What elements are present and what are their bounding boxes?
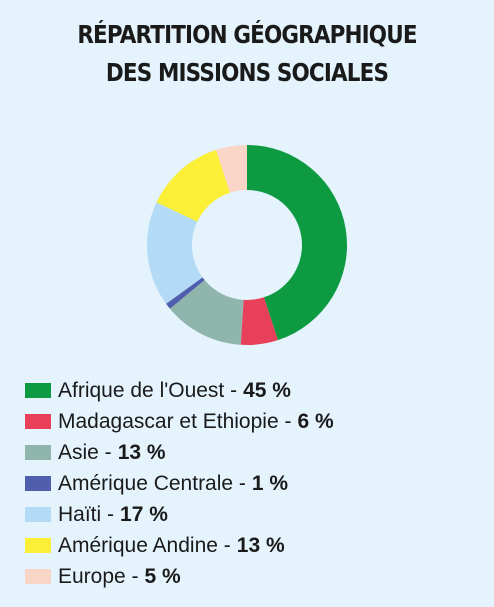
legend-value: 13 % <box>236 533 285 557</box>
legend-item: Amérique Andine -13 % <box>25 530 334 561</box>
chart-title: RÉPARTITION GÉOGRAPHIQUE DES MISSIONS SO… <box>35 16 460 92</box>
legend-swatch <box>25 383 51 398</box>
donut-slice-1 <box>240 297 278 345</box>
legend-item: Madagascar et Ethiopie -6 % <box>25 406 334 437</box>
legend-item: Europe -5 % <box>25 561 334 592</box>
legend-value: 5 % <box>144 564 181 588</box>
legend-value: 45 % <box>243 378 291 402</box>
chart-legend: Afrique de l'Ouest -45 % Madagascar et Et… <box>25 375 334 592</box>
legend-value: 1 % <box>251 471 289 495</box>
chart-title-line-1: RÉPARTITION GÉOGRAPHIQUE <box>77 20 417 49</box>
legend-item: Haïti -17 % <box>25 499 334 530</box>
legend-swatch <box>25 569 51 584</box>
donut-chart <box>147 145 347 345</box>
legend-swatch <box>25 414 51 429</box>
legend-label: Asie - <box>58 440 112 464</box>
legend-swatch <box>25 538 51 553</box>
legend-label: Haïti - <box>58 502 115 526</box>
donut-slice-4 <box>147 202 203 304</box>
donut-slice-2 <box>169 280 244 345</box>
chart-title-line-2: DES MISSIONS SOCIALES <box>105 58 389 87</box>
donut-slice-0 <box>247 145 347 341</box>
legend-label: Afrique de l'Ouest - <box>58 378 238 402</box>
donut-slice-6 <box>216 145 247 193</box>
legend-value: 17 % <box>120 502 168 526</box>
legend-value: 13 % <box>117 440 166 464</box>
donut-slice-5 <box>156 149 231 222</box>
legend-label: Amérique Andine - <box>58 533 231 557</box>
legend-label: Europe - <box>58 564 139 588</box>
legend-label: Madagascar et Ethiopie - <box>58 409 292 433</box>
legend-item: Asie -13 % <box>25 437 334 468</box>
donut-slice-3 <box>166 277 205 309</box>
legend-value: 6 % <box>297 409 334 433</box>
legend-item: Afrique de l'Ouest -45 % <box>25 375 334 406</box>
legend-swatch <box>25 445 51 460</box>
legend-label: Amérique Centrale - <box>58 471 246 495</box>
legend-swatch <box>25 507 51 522</box>
legend-item: Amérique Centrale -1 % <box>25 468 334 499</box>
legend-swatch <box>25 476 51 491</box>
